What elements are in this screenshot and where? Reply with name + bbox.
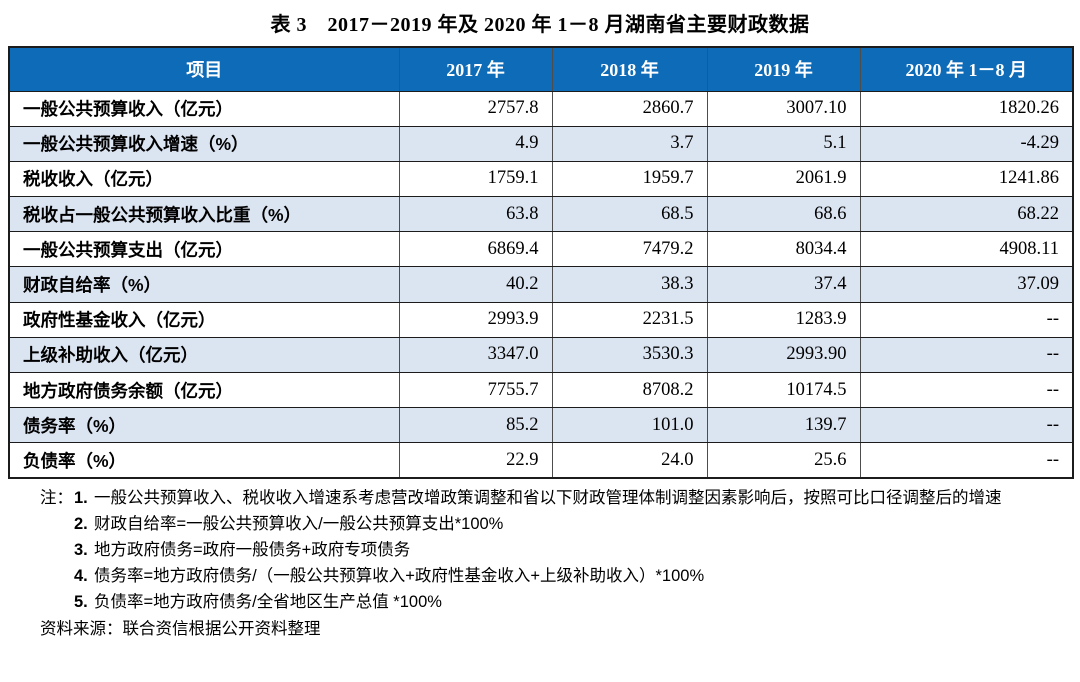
table-row: 地方政府债务余额（亿元） 7755.7 8708.2 10174.5 -- (8, 371, 1074, 409)
col-header-2020-jan-aug: 2020 年 1－8 月 (859, 46, 1074, 92)
row-label: 税收收入（亿元） (8, 160, 400, 198)
cell-value: 1241.86 (859, 160, 1074, 198)
table-header: 项目 2017 年 2018 年 2019 年 2020 年 1－8 月 (8, 46, 1074, 92)
note-item: 4. 债务率=地方政府债务/（一般公共预算收入+政府性基金收入+上级补助收入）*… (74, 563, 1050, 589)
cell-value: 1959.7 (551, 160, 708, 198)
row-label: 一般公共预算收入（亿元） (8, 90, 400, 127)
note-number: 1. (74, 489, 88, 508)
table-row: 债务率（%） 85.2 101.0 139.7 -- (8, 407, 1074, 444)
cell-value: 22.9 (398, 442, 553, 479)
note-text: 债务率=地方政府债务/（一般公共预算收入+政府性基金收入+上级补助收入）*100… (94, 567, 705, 586)
cell-value: 2993.90 (706, 336, 861, 374)
note-text: 地方政府债务=政府一般债务+政府专项债务 (94, 541, 411, 560)
table-row: 税收占一般公共预算收入比重（%） 63.8 68.5 68.6 68.22 (8, 196, 1074, 233)
note-text: 负债率=地方政府债务/全省地区生产总值 *100% (94, 593, 442, 612)
cell-value: 68.5 (551, 196, 708, 233)
row-label: 上级补助收入（亿元） (8, 336, 400, 374)
note-text: 一般公共预算收入、税收收入增速系考虑营改增政策调整和省以下财政管理体制调整因素影… (94, 489, 1002, 508)
cell-value: 7479.2 (551, 231, 708, 268)
cell-value: 3530.3 (551, 336, 708, 374)
col-header-2019: 2019 年 (706, 46, 861, 92)
cell-value: 2860.7 (551, 90, 708, 127)
row-label: 政府性基金收入（亿元） (8, 301, 400, 338)
cell-value: -- (859, 407, 1074, 444)
cell-value: 40.2 (398, 266, 553, 303)
cell-value: 2757.8 (398, 90, 553, 127)
table-row: 财政自给率（%） 40.2 38.3 37.4 37.09 (8, 266, 1074, 303)
cell-value: 8708.2 (551, 371, 708, 409)
row-label: 税收占一般公共预算收入比重（%） (8, 196, 400, 233)
notes-label: 注： (40, 489, 73, 508)
table-row: 一般公共预算支出（亿元） 6869.4 7479.2 8034.4 4908.1… (8, 231, 1074, 268)
note-number: 5. (74, 593, 88, 612)
cell-value: -- (859, 336, 1074, 374)
table-body: 一般公共预算收入（亿元） 2757.8 2860.7 3007.10 1820.… (8, 90, 1074, 479)
cell-value: 38.3 (551, 266, 708, 303)
notes: 注： 1. 一般公共预算收入、税收收入增速系考虑营改增政策调整和省以下财政管理体… (40, 485, 1050, 615)
cell-value: 7755.7 (398, 371, 553, 409)
cell-value: -- (859, 371, 1074, 409)
note-item: 注： 1. 一般公共预算收入、税收收入增速系考虑营改增政策调整和省以下财政管理体… (40, 485, 1050, 511)
cell-value: 3347.0 (398, 336, 553, 374)
cell-value: -- (859, 442, 1074, 479)
cell-value: 1283.9 (706, 301, 861, 338)
note-item: 5. 负债率=地方政府债务/全省地区生产总值 *100% (74, 589, 1050, 615)
row-label: 一般公共预算支出（亿元） (8, 231, 400, 268)
table-title: 表 3 2017－2019 年及 2020 年 1－8 月湖南省主要财政数据 (270, 14, 810, 36)
cell-value: 68.22 (859, 196, 1074, 233)
cell-value: 5.1 (706, 125, 861, 162)
header-row: 项目 2017 年 2018 年 2019 年 2020 年 1－8 月 (8, 46, 1074, 92)
cell-value: 139.7 (706, 407, 861, 444)
note-number: 3. (74, 541, 88, 560)
cell-value: 6869.4 (398, 231, 553, 268)
cell-value: 2993.9 (398, 301, 553, 338)
row-label: 负债率（%） (8, 442, 400, 479)
cell-value: 37.09 (859, 266, 1074, 303)
cell-value: -4.29 (859, 125, 1074, 162)
cell-value: 63.8 (398, 196, 553, 233)
note-number: 4. (74, 567, 88, 586)
table-row: 一般公共预算收入增速（%） 4.9 3.7 5.1 -4.29 (8, 125, 1074, 162)
col-header-item: 项目 (8, 46, 400, 92)
table-row: 负债率（%） 22.9 24.0 25.6 -- (8, 442, 1074, 479)
note-text: 财政自给率=一般公共预算收入/一般公共预算支出*100% (94, 515, 504, 534)
cell-value: 101.0 (551, 407, 708, 444)
cell-value: 10174.5 (706, 371, 861, 409)
cell-value: 85.2 (398, 407, 553, 444)
cell-value: 25.6 (706, 442, 861, 479)
table-row: 上级补助收入（亿元） 3347.0 3530.3 2993.90 -- (8, 336, 1074, 374)
cell-value: 37.4 (706, 266, 861, 303)
note-number: 2. (74, 515, 88, 534)
cell-value: 3007.10 (706, 90, 861, 127)
fiscal-data-table: 项目 2017 年 2018 年 2019 年 2020 年 1－8 月 一般公… (8, 46, 1074, 480)
table-row: 一般公共预算收入（亿元） 2757.8 2860.7 3007.10 1820.… (8, 90, 1074, 127)
cell-value: 4.9 (398, 125, 553, 162)
cell-value: 3.7 (551, 125, 708, 162)
row-label: 一般公共预算收入增速（%） (8, 125, 400, 162)
table-row: 政府性基金收入（亿元） 2993.9 2231.5 1283.9 -- (8, 301, 1074, 338)
cell-value: 4908.11 (859, 231, 1074, 268)
cell-value: 68.6 (706, 196, 861, 233)
col-header-2018: 2018 年 (551, 46, 708, 92)
cell-value: 1820.26 (859, 90, 1074, 127)
row-label: 地方政府债务余额（亿元） (8, 371, 400, 409)
cell-value: 2231.5 (551, 301, 708, 338)
cell-value: -- (859, 301, 1074, 338)
cell-value: 8034.4 (706, 231, 861, 268)
note-item: 2. 财政自给率=一般公共预算收入/一般公共预算支出*100% (74, 511, 1050, 537)
col-header-2017: 2017 年 (398, 46, 553, 92)
table-row: 税收收入（亿元） 1759.1 1959.7 2061.9 1241.86 (8, 160, 1074, 198)
cell-value: 2061.9 (706, 160, 861, 198)
source-line: 资料来源：联合资信根据公开资料整理 (40, 620, 321, 639)
cell-value: 24.0 (551, 442, 708, 479)
row-label: 债务率（%） (8, 407, 400, 444)
cell-value: 1759.1 (398, 160, 553, 198)
note-item: 3. 地方政府债务=政府一般债务+政府专项债务 (74, 537, 1050, 563)
row-label: 财政自给率（%） (8, 266, 400, 303)
